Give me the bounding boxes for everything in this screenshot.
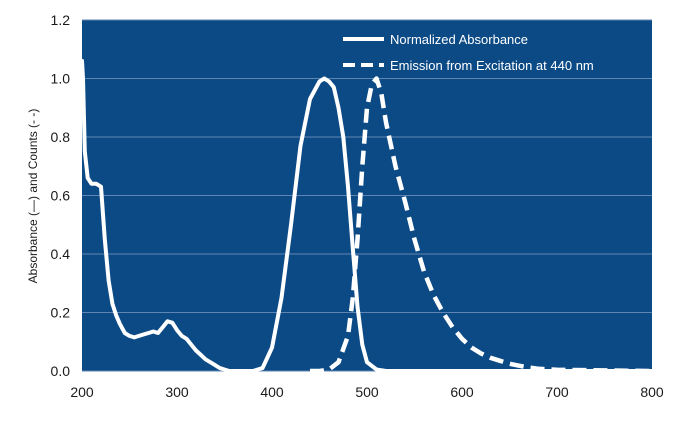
y-axis-label: Absorbance (—) and Counts (- -) [26, 109, 40, 284]
series-layer [80, 58, 654, 374]
y-tick-label: 0.4 [51, 246, 71, 262]
legend-label: Normalized Absorbance [390, 32, 528, 47]
series-line-absorbance [80, 58, 654, 373]
x-tick-label: 400 [260, 384, 284, 400]
x-tick-labels: 200 300 400 500 600 700 800 [70, 384, 664, 400]
x-tick-label: 800 [640, 384, 664, 400]
grid [82, 19, 652, 372]
y-tick-label: 0.8 [51, 129, 71, 145]
x-tick-label: 600 [450, 384, 474, 400]
y-tick-labels: 0.0 0.2 0.4 0.6 0.8 1.0 1.2 [51, 12, 71, 379]
y-tick-label: 1.2 [51, 12, 71, 28]
x-tick-label: 200 [70, 384, 94, 400]
legend-label: Emission from Excitation at 440 nm [390, 58, 594, 73]
y-tick-label: 0.0 [51, 363, 71, 379]
y-tick-label: 0.6 [51, 188, 71, 204]
x-tick-label: 700 [545, 384, 569, 400]
x-tick-label: 300 [165, 384, 189, 400]
y-tick-label: 0.2 [51, 305, 71, 321]
series-line-emission [310, 76, 653, 374]
y-tick-label: 1.0 [51, 71, 71, 87]
legend: Normalized Absorbance Emission from Excit… [343, 32, 594, 73]
x-tick-label: 500 [355, 384, 379, 400]
